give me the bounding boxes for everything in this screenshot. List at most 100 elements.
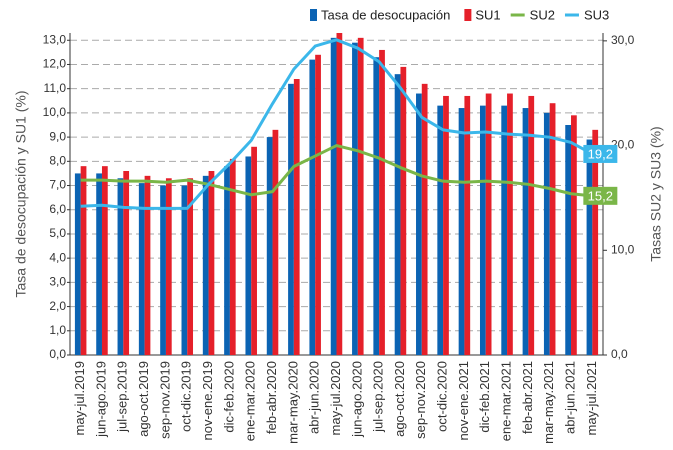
x-tick-label: mar-may.2021 xyxy=(541,361,556,444)
bar xyxy=(80,166,87,355)
bar xyxy=(485,93,492,356)
end-label: 19,2 xyxy=(588,146,613,161)
x-tick-label: ene-mar.2021 xyxy=(498,361,513,441)
x-tick-label: mar-may.2020 xyxy=(285,361,300,444)
x-tick-label: jun-ago.2020 xyxy=(349,361,364,438)
bar xyxy=(123,171,130,355)
bar xyxy=(315,54,321,355)
bar xyxy=(400,66,407,355)
x-tick-label: oct-dic.2020 xyxy=(435,361,450,432)
legend-label: SU2 xyxy=(530,7,555,22)
bar xyxy=(458,108,465,355)
bar xyxy=(288,83,294,355)
bar xyxy=(394,74,401,355)
y-tick-label: 13,0 xyxy=(43,32,67,46)
bar xyxy=(443,95,449,356)
bar xyxy=(416,93,422,356)
x-tick-label: nov-ene.2019 xyxy=(200,361,215,441)
y-tick-label: 10,0 xyxy=(43,105,67,119)
bar xyxy=(202,175,209,355)
y2-tick-label: 0,0 xyxy=(611,347,628,361)
bar xyxy=(522,108,529,355)
bar xyxy=(251,146,257,355)
y2-tick-label: 30,0 xyxy=(611,33,635,47)
bar xyxy=(352,42,358,356)
x-tick-label: feb-abr.2020 xyxy=(264,361,279,434)
bar xyxy=(74,173,81,355)
x-tick-label: abr-jun.2020 xyxy=(307,361,322,434)
y-tick-label: 8,0 xyxy=(49,153,66,167)
y-tick-label: 2,0 xyxy=(49,299,66,313)
bar xyxy=(101,166,108,355)
bar xyxy=(565,125,572,355)
bar xyxy=(96,173,102,355)
bar xyxy=(528,95,535,356)
y-tick-label: 4,0 xyxy=(49,250,66,264)
legend-swatch xyxy=(464,9,472,21)
bar xyxy=(357,37,364,356)
bar xyxy=(229,158,236,355)
bar xyxy=(571,115,577,355)
bar xyxy=(330,37,337,356)
x-tick-label: ago-oct.2019 xyxy=(136,361,151,437)
bar xyxy=(208,171,215,355)
y-tick-label: 6,0 xyxy=(49,202,66,216)
bar xyxy=(549,103,556,355)
x-tick-label: sep-nov.2020 xyxy=(413,361,428,439)
y-tick-label: 12,0 xyxy=(43,57,67,71)
bar xyxy=(165,178,172,355)
y-tick-label: 11,0 xyxy=(44,81,67,95)
bar xyxy=(266,137,273,355)
y-tick-label: 3,0 xyxy=(49,275,66,289)
legend-label: SU1 xyxy=(475,7,500,22)
end-label: 15,2 xyxy=(588,188,613,203)
x-tick-label: ago-oct.2020 xyxy=(392,361,407,437)
bar xyxy=(373,57,380,356)
legend-label: Tasa de desocupación xyxy=(321,7,450,22)
bar xyxy=(293,79,300,355)
bar xyxy=(464,95,471,356)
x-tick-label: abr-jun.2021 xyxy=(562,361,577,434)
x-tick-label: may-jul.2021 xyxy=(584,361,599,435)
bar xyxy=(379,49,385,356)
bar xyxy=(592,129,599,355)
bar xyxy=(437,105,444,355)
line xyxy=(80,144,593,198)
bar xyxy=(309,59,316,355)
end-label-bg xyxy=(583,186,618,205)
bar xyxy=(160,185,166,355)
bar xyxy=(479,105,486,355)
x-tick-label: jul-sep.2019 xyxy=(115,361,130,433)
bar xyxy=(117,178,124,355)
y-tick-label: 1,0 xyxy=(49,323,66,337)
legend-label: SU3 xyxy=(584,7,609,22)
bar xyxy=(187,178,194,355)
x-tick-label: ene-mar.2020 xyxy=(243,361,258,441)
bar xyxy=(586,139,593,355)
y-tick-label: 0,0 xyxy=(49,347,66,361)
end-label-bg xyxy=(583,144,618,163)
bar xyxy=(336,33,343,355)
y2-axis-title: Tasas SU2 y SU3 (%) xyxy=(648,126,664,261)
bar xyxy=(245,156,252,355)
x-tick-label: may-jul.2020 xyxy=(328,361,343,435)
bar xyxy=(224,166,230,355)
y-axis-title: Tasa de desocupación y SU1 (%) xyxy=(13,91,29,298)
legend-swatch xyxy=(310,9,317,21)
x-tick-label: feb-abr.2021 xyxy=(520,361,535,434)
bar xyxy=(181,185,188,355)
x-tick-label: jul-sep.2020 xyxy=(371,361,386,433)
y2-tick-label: 10,0 xyxy=(611,242,635,256)
bar xyxy=(501,105,508,355)
x-tick-label: dic-feb.2021 xyxy=(477,361,492,433)
x-tick-label: may-jul.2019 xyxy=(72,361,87,435)
x-tick-label: oct-dic.2019 xyxy=(179,361,194,432)
x-tick-label: dic-feb.2020 xyxy=(221,361,236,433)
x-tick-label: jun-ago.2019 xyxy=(93,361,108,438)
y-tick-label: 5,0 xyxy=(49,226,66,240)
bar xyxy=(138,183,145,355)
bar xyxy=(421,83,428,355)
y-tick-label: 9,0 xyxy=(49,129,66,143)
x-tick-label: nov-ene.2021 xyxy=(456,361,471,441)
